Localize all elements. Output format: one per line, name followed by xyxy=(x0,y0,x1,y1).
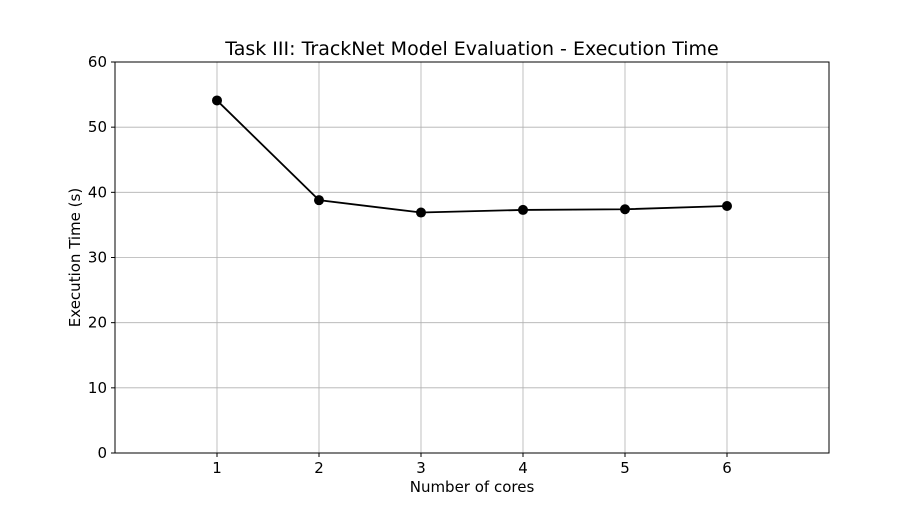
y-tick-label: 50 xyxy=(88,118,107,136)
x-tick-label: 4 xyxy=(518,459,528,477)
x-axis-label: Number of cores xyxy=(410,478,535,496)
data-point xyxy=(314,195,324,206)
y-tick-label: 30 xyxy=(88,249,107,267)
y-axis-label: Execution Time (s) xyxy=(66,188,84,327)
x-tick-label: 1 xyxy=(212,459,222,477)
chart-title: Task III: TrackNet Model Evaluation - Ex… xyxy=(224,38,718,60)
y-tick-label: 60 xyxy=(88,53,107,71)
data-point xyxy=(722,201,732,212)
data-point xyxy=(620,204,630,215)
series-line xyxy=(216,99,728,214)
y-tick-label: 20 xyxy=(88,314,107,332)
x-tick-label: 2 xyxy=(314,459,324,477)
x-tick-label: 5 xyxy=(620,459,630,477)
y-tick-label: 10 xyxy=(88,379,107,397)
data-point xyxy=(518,204,528,215)
x-tick-label: 3 xyxy=(416,459,426,477)
y-tick-label: 40 xyxy=(88,183,107,201)
x-tick-label: 6 xyxy=(722,459,732,477)
series xyxy=(212,95,732,218)
data-point xyxy=(416,207,426,218)
data-point xyxy=(212,95,222,106)
y-tick-label: 0 xyxy=(97,444,107,462)
